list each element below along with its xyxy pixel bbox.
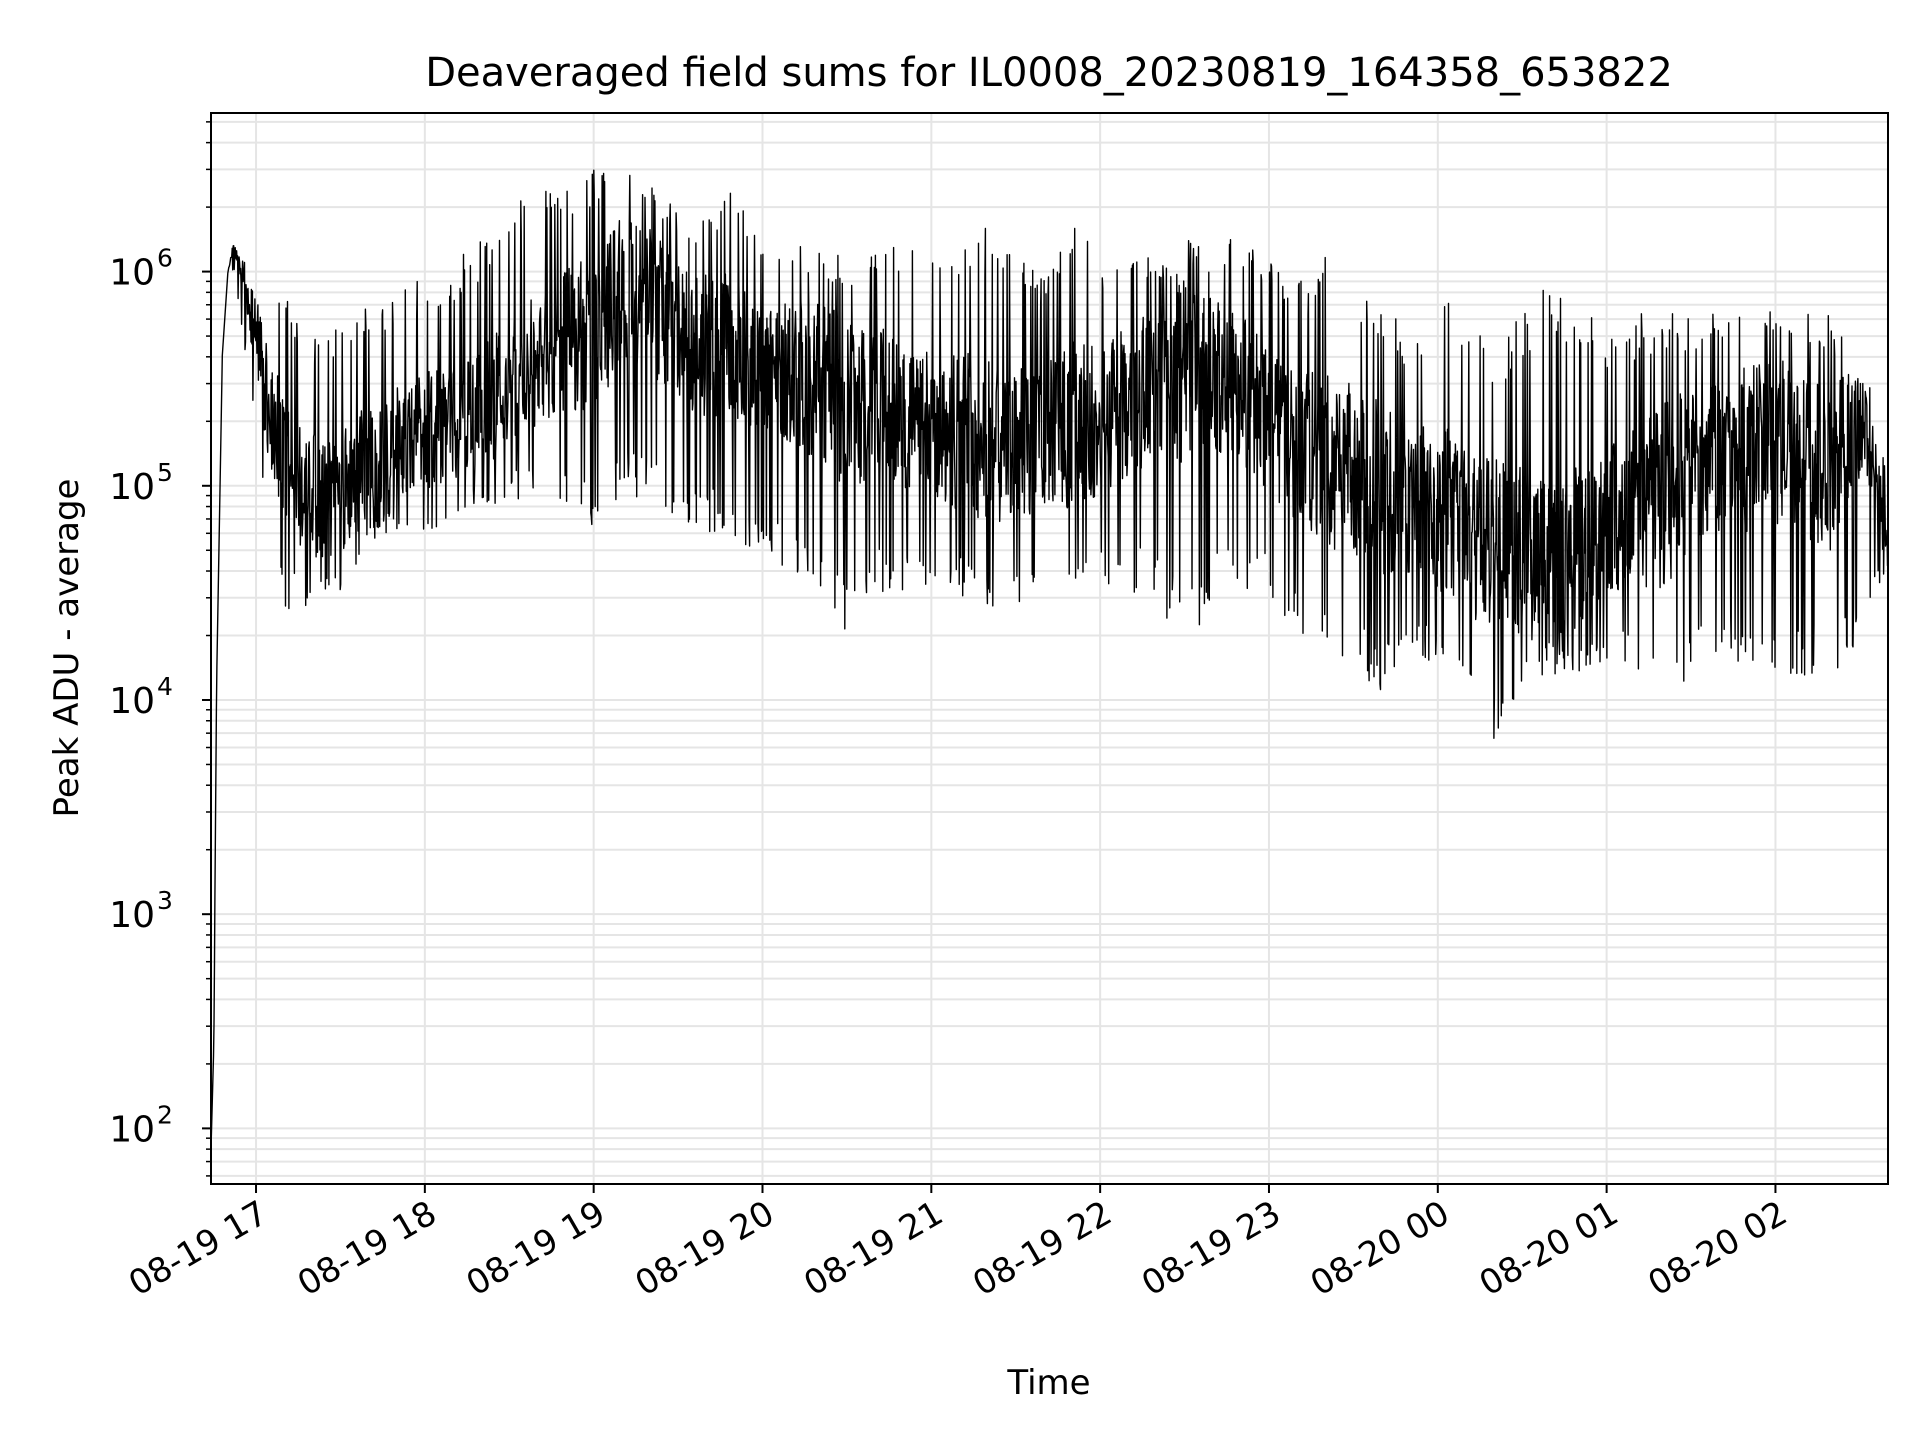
y-axis-label: Peak ADU - average (47, 479, 87, 818)
x-axis-label: Time (1006, 1363, 1090, 1403)
y-tick-exponent: 4 (157, 672, 173, 701)
y-tick-exponent: 5 (157, 458, 173, 487)
y-tick-label: 10 (109, 467, 155, 508)
y-tick-label: 10 (109, 681, 155, 722)
y-tick-label: 10 (109, 253, 155, 294)
y-tick-exponent: 6 (157, 244, 173, 273)
y-tick-label: 10 (109, 895, 155, 936)
plot-layer (210, 169, 1889, 1150)
grid-layer (211, 113, 1888, 1184)
y-tick-exponent: 2 (157, 1100, 173, 1129)
y-tick-label: 10 (109, 1109, 155, 1150)
y-tick-exponent: 3 (157, 886, 173, 915)
series-line (210, 169, 1889, 1150)
chart-title: Deaveraged field sums for IL0008_2023081… (425, 50, 1673, 96)
plot-frame (210, 112, 1889, 1185)
